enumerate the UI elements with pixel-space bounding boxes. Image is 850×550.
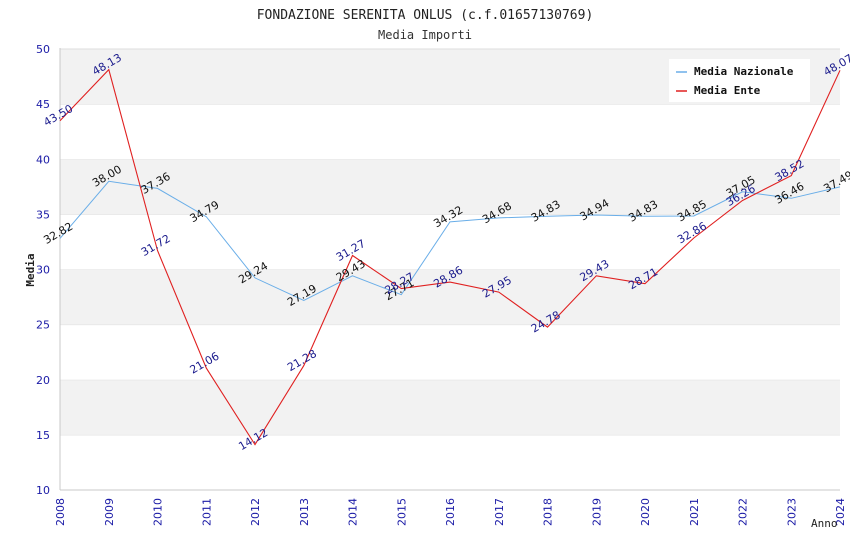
- x-tick-label: 2019: [590, 498, 603, 526]
- series-line-media-nazionale: [59, 180, 841, 302]
- x-tick-label: 2016: [444, 498, 457, 526]
- x-tick-label: 2014: [347, 498, 360, 526]
- series-line-media-ente: [59, 68, 841, 446]
- y-tick-label: 30: [36, 264, 50, 277]
- grid-band: [60, 379, 840, 435]
- y-tick-labels: 10 15 20 25 30 35 40 45 50: [36, 43, 50, 497]
- x-tick-labels: 2008 2009 2010 2011 2012 2013 2014 2015 2016 2017…: [54, 498, 847, 526]
- x-tick-label: 2011: [200, 498, 213, 526]
- grid-band: [60, 214, 840, 270]
- y-tick-label: 10: [36, 484, 50, 497]
- grid-band: [60, 434, 840, 490]
- y-tick-label: 40: [36, 153, 50, 166]
- y-tick-label: 15: [36, 429, 50, 442]
- y-tick-label: 50: [36, 43, 50, 56]
- grid-band: [60, 159, 840, 215]
- x-tick-label: 2010: [152, 498, 165, 526]
- x-tick-label: 2020: [639, 498, 652, 526]
- grid-band: [60, 324, 840, 380]
- y-tick-label: 20: [36, 374, 50, 387]
- x-tick-label: 2023: [785, 498, 798, 526]
- chart-title: FONDAZIONE SERENITA ONLUS (c.f.016571307…: [257, 8, 594, 23]
- chart-subtitle: Media Importi: [378, 28, 472, 42]
- legend: Media Nazionale Media Ente: [669, 59, 810, 102]
- x-tick-label: 2015: [395, 498, 408, 526]
- legend-box: [669, 59, 810, 102]
- grid-band: [60, 269, 840, 325]
- x-tick-label: 2009: [103, 498, 116, 526]
- series-lines: [59, 68, 841, 446]
- y-axis-label: Media: [24, 253, 37, 286]
- x-axis-label: Anno: [811, 517, 838, 530]
- legend-label-media-nazionale: Media Nazionale: [694, 65, 794, 78]
- y-tick-label: 45: [36, 98, 50, 111]
- grid-band: [60, 104, 840, 160]
- x-tick-label: 2024: [834, 498, 847, 526]
- x-tick-label: 2017: [493, 498, 506, 526]
- x-tick-label: 2008: [54, 498, 67, 526]
- legend-label-media-ente: Media Ente: [694, 84, 761, 97]
- x-tick-label: 2012: [249, 498, 262, 526]
- x-tick-label: 2022: [737, 498, 750, 526]
- x-tick-label: 2021: [688, 498, 701, 526]
- y-tick-label: 35: [36, 208, 50, 221]
- x-tick-label: 2013: [298, 498, 311, 526]
- y-tick-label: 25: [36, 319, 50, 332]
- x-tick-label: 2018: [542, 498, 555, 526]
